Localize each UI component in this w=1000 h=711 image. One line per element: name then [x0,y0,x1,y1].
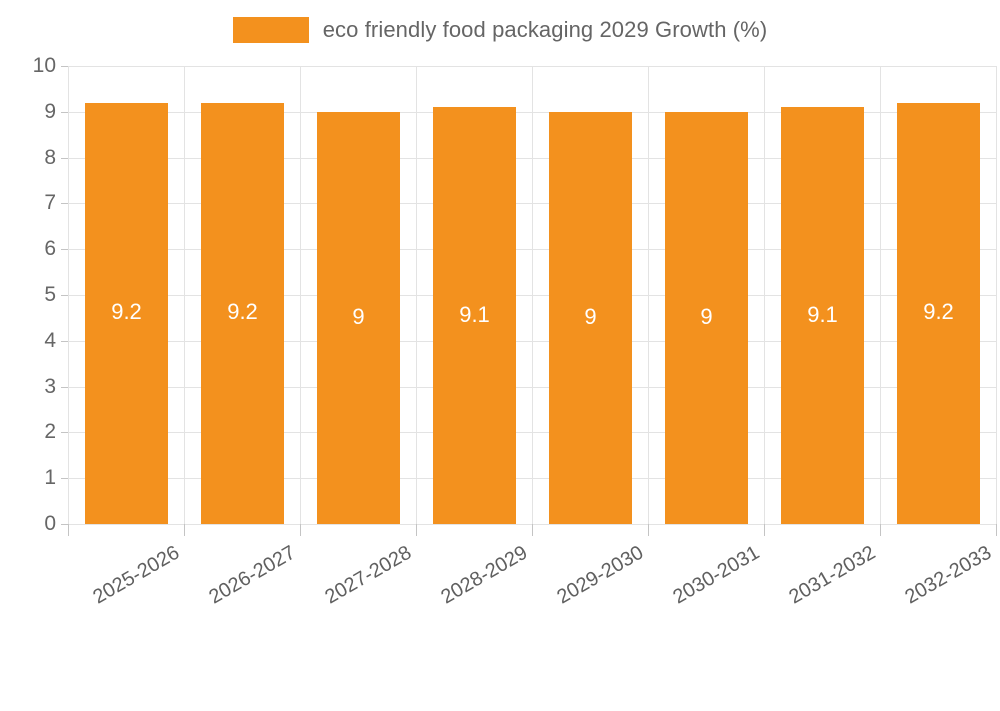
y-axis-tick-label: 10 [32,54,56,77]
y-axis-tick-mark [61,524,68,525]
x-axis-tick-mark [184,524,185,536]
bar-chart: eco friendly food packaging 2029 Growth … [0,10,1000,609]
legend-swatch-icon [232,17,309,43]
x-axis-tick-mark [996,524,997,536]
bar[interactable]: 9 [665,111,748,524]
gridline-vertical [184,66,185,524]
y-axis-tick-mark [61,66,68,67]
plot-area: 9.2 9.2 9 9.1 9 9 9.1 9.2 [68,66,997,525]
y-axis-tick-label: 1 [44,466,56,490]
gridline-vertical [648,66,649,524]
bar[interactable]: 9.1 [781,107,864,524]
x-axis-tick-mark [300,524,301,536]
y-axis-tick-label: 5 [44,283,56,306]
gridline-vertical [880,66,881,524]
bar[interactable]: 9.2 [201,102,284,524]
bar-value-label: 9 [352,303,365,329]
y-axis-tick-mark [61,249,68,251]
bar[interactable]: 9 [317,111,400,524]
x-axis-tick-mark [764,524,765,536]
gridline-vertical [996,66,997,524]
x-axis-tick-mark [416,524,417,536]
y-axis-tick-mark [61,432,68,434]
bar-value-label: 9.1 [807,301,838,327]
x-axis-tick-labels: 2025-2026 2026-2027 2027-2028 2028-2029 2029… [0,524,1000,608]
gridline-vertical [416,66,417,524]
y-axis-tick-label: 2 [44,420,56,444]
bar-value-label: 9.2 [923,299,954,325]
y-axis-tick-mark [61,295,68,296]
bar[interactable]: 9.2 [897,102,980,524]
y-axis-tick-mark [61,203,68,205]
bar-value-label: 9.2 [227,299,258,325]
x-axis-tick-mark [68,524,69,536]
x-axis-tick-mark [532,524,533,536]
legend-label: eco friendly food packaging 2029 Growth … [322,17,768,42]
y-axis-tick-label: 6 [44,237,56,261]
bar[interactable]: 9.1 [433,107,516,524]
y-axis-tick-mark [61,111,68,113]
bar-value-label: 9.1 [459,301,490,327]
gridline-vertical [68,66,69,524]
x-axis-tick-mark [648,524,649,536]
gridline-vertical [764,66,765,524]
y-axis-tick-label: 9 [44,99,56,123]
y-axis-tick-mark [61,478,68,480]
bar[interactable]: 9 [549,111,632,524]
gridline-vertical [532,66,533,524]
y-axis-tick-mark [61,157,68,159]
bar-value-label: 9 [700,303,713,329]
chart-legend: eco friendly food packaging 2029 Growth … [0,10,1000,50]
y-axis-tick-mark [61,386,68,388]
bar-value-label: 9 [584,303,597,329]
y-axis-tick-label: 3 [44,374,56,398]
bar-value-label: 9.2 [111,299,142,325]
y-axis-tick-label: 8 [44,145,56,169]
x-axis-tick-mark [880,524,881,536]
y-axis-tick-label: 7 [44,191,56,215]
y-axis-tick-label: 0 [44,512,56,535]
legend-item[interactable]: eco friendly food packaging 2029 Growth … [232,17,768,43]
bar[interactable]: 9.2 [85,102,168,524]
y-axis-tick-mark [61,340,68,342]
y-axis-tick-label: 4 [44,328,56,352]
gridline-vertical [300,66,301,524]
